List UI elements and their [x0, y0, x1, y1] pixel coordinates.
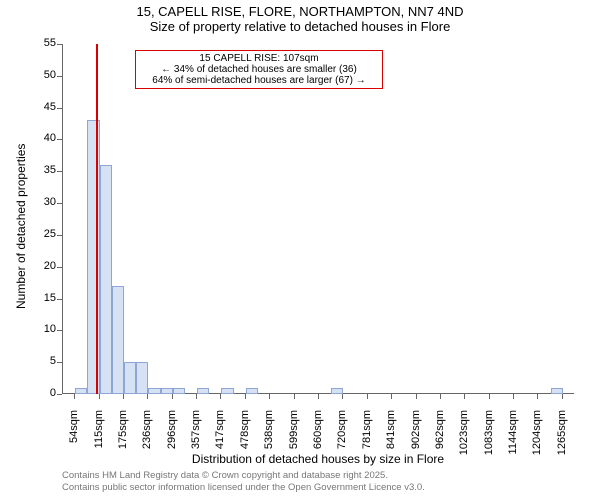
x-tick-label: 1144sqm [507, 410, 519, 470]
x-tick-label: 1023sqm [458, 410, 470, 470]
x-tick-mark [391, 394, 392, 399]
x-tick-mark [464, 394, 465, 399]
x-tick-label: 1083sqm [483, 410, 495, 470]
x-tick-mark [123, 394, 124, 399]
histogram-bar [246, 388, 258, 394]
y-tick-mark [57, 267, 62, 268]
x-tick-mark [489, 394, 490, 399]
y-tick-mark [57, 394, 62, 395]
x-tick-mark [220, 394, 221, 399]
x-tick-mark [294, 394, 295, 399]
x-tick-label: 175sqm [117, 410, 129, 470]
histogram-bar [75, 388, 87, 394]
histogram-bar [124, 362, 136, 394]
chart-title-line1: 15, CAPELL RISE, FLORE, NORTHAMPTON, NN7… [0, 0, 600, 19]
x-tick-label: 478sqm [239, 410, 251, 470]
x-tick-mark [245, 394, 246, 399]
x-tick-label: 902sqm [410, 410, 422, 470]
x-tick-label: 1204sqm [531, 410, 543, 470]
y-tick-mark [57, 44, 62, 45]
histogram-bar [197, 388, 209, 394]
x-tick-mark [416, 394, 417, 399]
x-tick-label: 538sqm [263, 410, 275, 470]
chart-root: 15, CAPELL RISE, FLORE, NORTHAMPTON, NN7… [0, 0, 600, 500]
x-tick-label: 296sqm [166, 410, 178, 470]
histogram-bar [100, 165, 112, 394]
x-tick-mark [562, 394, 563, 399]
y-tick-label: 5 [32, 355, 56, 367]
y-tick-mark [57, 235, 62, 236]
x-tick-mark [537, 394, 538, 399]
y-tick-label: 45 [32, 101, 56, 113]
annotation-line3: 64% of semi-detached houses are larger (… [140, 75, 378, 86]
y-tick-label: 10 [32, 323, 56, 335]
histogram-bar [148, 388, 160, 394]
plot-area: 15 CAPELL RISE: 107sqm ← 34% of detached… [62, 44, 574, 394]
chart-title-line2: Size of property relative to detached ho… [0, 19, 600, 34]
y-tick-label: 20 [32, 260, 56, 272]
x-tick-mark [196, 394, 197, 399]
footer-text: Contains HM Land Registry data © Crown c… [62, 470, 425, 495]
x-tick-mark [513, 394, 514, 399]
y-tick-label: 15 [32, 292, 56, 304]
x-tick-mark [99, 394, 100, 399]
y-tick-mark [57, 203, 62, 204]
x-tick-label: 1265sqm [556, 410, 568, 470]
x-tick-mark [74, 394, 75, 399]
y-tick-mark [57, 108, 62, 109]
y-tick-mark [57, 299, 62, 300]
y-tick-mark [57, 76, 62, 77]
y-tick-label: 35 [32, 164, 56, 176]
x-tick-mark [172, 394, 173, 399]
x-tick-label: 781sqm [361, 410, 373, 470]
annotation-line2: ← 34% of detached houses are smaller (36… [140, 64, 378, 75]
y-tick-mark [57, 362, 62, 363]
histogram-bar [221, 388, 233, 394]
reference-line [96, 44, 98, 394]
y-tick-label: 40 [32, 132, 56, 144]
annotation-line1: 15 CAPELL RISE: 107sqm [140, 53, 378, 64]
x-tick-label: 115sqm [93, 410, 105, 470]
y-tick-label: 50 [32, 69, 56, 81]
footer-line2: Contains public sector information licen… [62, 482, 425, 494]
annotation-box: 15 CAPELL RISE: 107sqm ← 34% of detached… [135, 50, 383, 89]
y-tick-label: 0 [32, 387, 56, 399]
x-tick-label: 599sqm [288, 410, 300, 470]
y-tick-mark [57, 171, 62, 172]
x-tick-label: 54sqm [68, 410, 80, 470]
x-tick-mark [318, 394, 319, 399]
x-tick-label: 417sqm [214, 410, 226, 470]
y-tick-mark [57, 330, 62, 331]
histogram-bar [136, 362, 148, 394]
x-tick-mark [147, 394, 148, 399]
y-tick-mark [57, 139, 62, 140]
x-tick-mark [342, 394, 343, 399]
y-tick-label: 25 [32, 228, 56, 240]
x-tick-label: 660sqm [312, 410, 324, 470]
x-tick-label: 720sqm [336, 410, 348, 470]
x-tick-mark [269, 394, 270, 399]
y-axis-label: Number of detached properties [14, 144, 28, 309]
x-tick-label: 236sqm [141, 410, 153, 470]
x-tick-label: 357sqm [190, 410, 202, 470]
histogram-bar [173, 388, 185, 394]
y-tick-label: 30 [32, 196, 56, 208]
y-tick-label: 55 [32, 37, 56, 49]
x-tick-mark [440, 394, 441, 399]
x-tick-label: 962sqm [434, 410, 446, 470]
footer-line1: Contains HM Land Registry data © Crown c… [62, 470, 425, 482]
x-tick-label: 841sqm [385, 410, 397, 470]
histogram-bar [112, 286, 124, 394]
x-tick-mark [367, 394, 368, 399]
